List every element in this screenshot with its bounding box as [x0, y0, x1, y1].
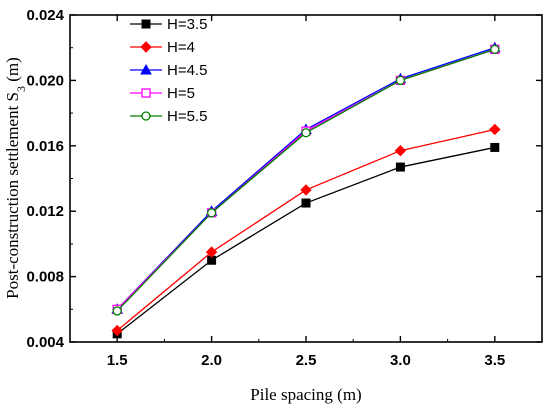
- y-axis-title-unit: (m): [3, 57, 22, 86]
- data-point: [141, 111, 151, 121]
- y-axis-title-subscript: 3: [14, 86, 28, 92]
- legend-item: H=5.5: [130, 108, 207, 125]
- plot-frame: [69, 14, 543, 343]
- y-axis-title: Post-construction settlement S3 (m): [3, 57, 28, 299]
- y-tick-label: 0.012: [26, 203, 64, 220]
- series-H=4.5: [111, 41, 501, 314]
- legend-item: H=4: [130, 39, 195, 56]
- y-tick-label: 0.020: [26, 72, 64, 89]
- data-point: [395, 75, 406, 86]
- data-point: [394, 144, 407, 157]
- data-point: [300, 184, 312, 196]
- series-H=4: [111, 123, 501, 337]
- data-point: [489, 123, 501, 136]
- data-point: [395, 162, 405, 172]
- x-axis-title: Pile spacing (m): [250, 385, 361, 404]
- x-tick-label: 2.0: [201, 352, 222, 369]
- y-axis-title-main: Post-construction settlement S: [3, 92, 22, 299]
- data-point: [301, 198, 311, 208]
- x-tick-label: 1.5: [107, 352, 128, 369]
- axis-ticks: 1.5 2.0 2.5 3.0 3.5 0.004 0.008 0.012 0.016 0.020…: [26, 7, 542, 369]
- data-point: [111, 324, 123, 337]
- series-layer: [111, 41, 501, 339]
- data-point: [112, 306, 122, 316]
- legend-label: H=5.5: [167, 108, 207, 125]
- y-tick-label: 0.016: [26, 138, 64, 155]
- x-tick-label: 3.5: [484, 352, 505, 369]
- series-H=5.5: [112, 44, 500, 316]
- data-point: [205, 246, 218, 258]
- data-point: [140, 41, 152, 53]
- data-point: [490, 142, 500, 152]
- data-point: [141, 88, 151, 98]
- y-tick-label: 0.008: [26, 269, 64, 286]
- data-point: [206, 208, 217, 218]
- y-tick-label: 0.004: [26, 334, 64, 351]
- legend-label: H=5: [167, 85, 195, 102]
- legend-label: H=4: [167, 39, 195, 56]
- series-H=3.5: [112, 142, 500, 339]
- data-point: [301, 128, 311, 138]
- y-tick-label: 0.024: [26, 7, 64, 24]
- legend-label: H=4.5: [167, 62, 207, 79]
- series-line: [116, 146, 495, 335]
- x-tick-label: 3.0: [390, 352, 411, 369]
- legend-item: H=4.5: [130, 62, 207, 79]
- legend-item: H=3.5: [130, 16, 207, 33]
- data-point: [140, 63, 152, 75]
- legend-label: H=3.5: [167, 16, 207, 33]
- legend-item: H=5: [130, 85, 195, 102]
- legend: H=3.5 H=4 H=4.5 H=5 H=5.5: [130, 16, 207, 125]
- data-point: [141, 19, 151, 29]
- x-tick-label: 2.5: [296, 352, 317, 369]
- data-point: [490, 44, 500, 54]
